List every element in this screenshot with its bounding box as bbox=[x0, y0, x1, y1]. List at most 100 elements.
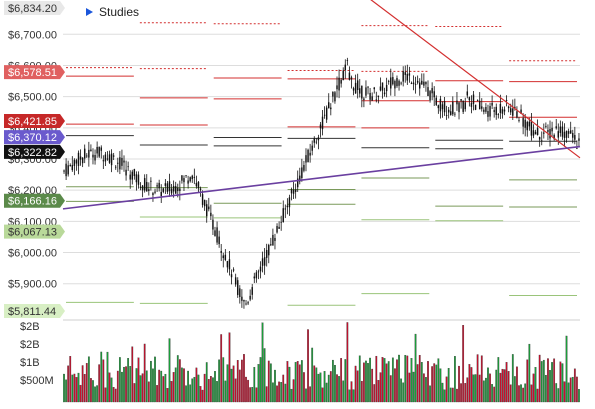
candle-body[interactable] bbox=[553, 134, 555, 140]
candle-body[interactable] bbox=[152, 193, 154, 196]
candle-body[interactable] bbox=[174, 186, 177, 194]
candle-body[interactable] bbox=[299, 175, 301, 182]
candle-body[interactable] bbox=[181, 175, 183, 181]
candle-body[interactable] bbox=[476, 100, 479, 102]
candle-body[interactable] bbox=[272, 234, 274, 246]
candle-body[interactable] bbox=[108, 154, 111, 163]
candle-body[interactable] bbox=[565, 130, 568, 138]
candle-body[interactable] bbox=[421, 80, 423, 85]
candle-body[interactable] bbox=[94, 154, 96, 161]
candle-body[interactable] bbox=[512, 108, 514, 116]
candle-body[interactable] bbox=[344, 64, 347, 70]
candle-body[interactable] bbox=[336, 85, 338, 90]
candle-body[interactable] bbox=[226, 261, 229, 268]
candle-body[interactable] bbox=[576, 148, 578, 150]
candle-body[interactable] bbox=[141, 185, 144, 191]
candle-body[interactable] bbox=[127, 166, 129, 168]
candle-body[interactable] bbox=[106, 158, 109, 160]
candle-body[interactable] bbox=[367, 86, 369, 88]
candle-body[interactable] bbox=[232, 269, 235, 271]
candle-body[interactable] bbox=[381, 82, 384, 91]
candle-body[interactable] bbox=[332, 91, 334, 97]
candle-body[interactable] bbox=[69, 165, 71, 167]
candle-body[interactable] bbox=[290, 189, 293, 194]
candle-body[interactable] bbox=[115, 166, 117, 168]
candle-body[interactable] bbox=[185, 175, 187, 177]
candle-body[interactable] bbox=[230, 274, 233, 278]
candle-body[interactable] bbox=[75, 160, 78, 164]
candle-body[interactable] bbox=[464, 102, 466, 110]
trend-line-resistance[interactable] bbox=[363, 0, 581, 159]
candle-body[interactable] bbox=[478, 100, 481, 110]
candle-body[interactable] bbox=[325, 107, 328, 120]
candle-body[interactable] bbox=[191, 175, 193, 180]
candle-body[interactable] bbox=[239, 288, 241, 297]
candle-body[interactable] bbox=[416, 80, 419, 83]
candle-body[interactable] bbox=[245, 303, 247, 305]
candle-body[interactable] bbox=[216, 227, 218, 243]
candle-body[interactable] bbox=[350, 77, 353, 80]
candle-body[interactable] bbox=[83, 148, 86, 159]
candle-body[interactable] bbox=[139, 186, 142, 188]
candle-body[interactable] bbox=[143, 178, 146, 191]
candle-body[interactable] bbox=[224, 254, 227, 261]
candle-body[interactable] bbox=[88, 149, 90, 158]
candle-body[interactable] bbox=[495, 106, 497, 115]
candle-body[interactable] bbox=[547, 129, 549, 132]
candle-body[interactable] bbox=[408, 73, 411, 76]
candle-body[interactable] bbox=[450, 111, 452, 115]
candle-body[interactable] bbox=[452, 101, 454, 115]
candle-body[interactable] bbox=[96, 146, 98, 154]
candle-body[interactable] bbox=[210, 212, 212, 217]
candle-body[interactable] bbox=[311, 145, 313, 151]
candle-body[interactable] bbox=[286, 205, 289, 208]
candle-body[interactable] bbox=[112, 155, 115, 157]
candle-body[interactable] bbox=[354, 82, 357, 94]
candle-body[interactable] bbox=[410, 83, 413, 84]
candle-body[interactable] bbox=[284, 208, 287, 210]
candle-body[interactable] bbox=[361, 85, 363, 99]
candle-body[interactable] bbox=[193, 176, 196, 178]
candle-body[interactable] bbox=[67, 165, 69, 175]
candle-body[interactable] bbox=[228, 259, 231, 270]
candle-body[interactable] bbox=[158, 182, 160, 189]
candle-body[interactable] bbox=[348, 72, 351, 80]
candle-body[interactable] bbox=[491, 102, 493, 106]
candle-body[interactable] bbox=[328, 102, 330, 109]
candle-body[interactable] bbox=[392, 77, 394, 85]
candle-body[interactable] bbox=[313, 138, 315, 143]
candle-body[interactable] bbox=[497, 114, 500, 115]
candle-body[interactable] bbox=[429, 91, 431, 101]
candle-body[interactable] bbox=[237, 280, 239, 295]
candle-body[interactable] bbox=[296, 178, 299, 188]
candle-body[interactable] bbox=[323, 114, 326, 116]
candle-body[interactable] bbox=[462, 100, 464, 112]
candle-body[interactable] bbox=[458, 102, 460, 113]
candle-body[interactable] bbox=[387, 81, 390, 82]
candle-body[interactable] bbox=[400, 82, 402, 84]
candle-body[interactable] bbox=[121, 157, 123, 166]
candle-body[interactable] bbox=[220, 251, 222, 253]
candle-body[interactable] bbox=[404, 72, 406, 75]
candle-body[interactable] bbox=[177, 187, 179, 192]
candle-body[interactable] bbox=[187, 180, 189, 184]
candle-body[interactable] bbox=[201, 194, 204, 205]
candle-body[interactable] bbox=[301, 167, 303, 179]
candle-body[interactable] bbox=[117, 162, 119, 164]
candle-body[interactable] bbox=[499, 103, 502, 113]
candle-body[interactable] bbox=[294, 189, 297, 192]
candle-body[interactable] bbox=[454, 113, 456, 115]
candle-body[interactable] bbox=[356, 80, 359, 91]
candle-body[interactable] bbox=[288, 197, 291, 208]
candle-body[interactable] bbox=[86, 155, 88, 157]
candle-body[interactable] bbox=[572, 133, 574, 138]
candle-body[interactable] bbox=[514, 106, 516, 109]
candle-body[interactable] bbox=[543, 132, 545, 134]
candle-body[interactable] bbox=[150, 180, 152, 182]
candle-body[interactable] bbox=[71, 165, 74, 171]
candle-body[interactable] bbox=[338, 77, 340, 91]
candle-body[interactable] bbox=[522, 118, 524, 127]
candle-body[interactable] bbox=[102, 160, 105, 162]
candle-body[interactable] bbox=[483, 109, 485, 112]
